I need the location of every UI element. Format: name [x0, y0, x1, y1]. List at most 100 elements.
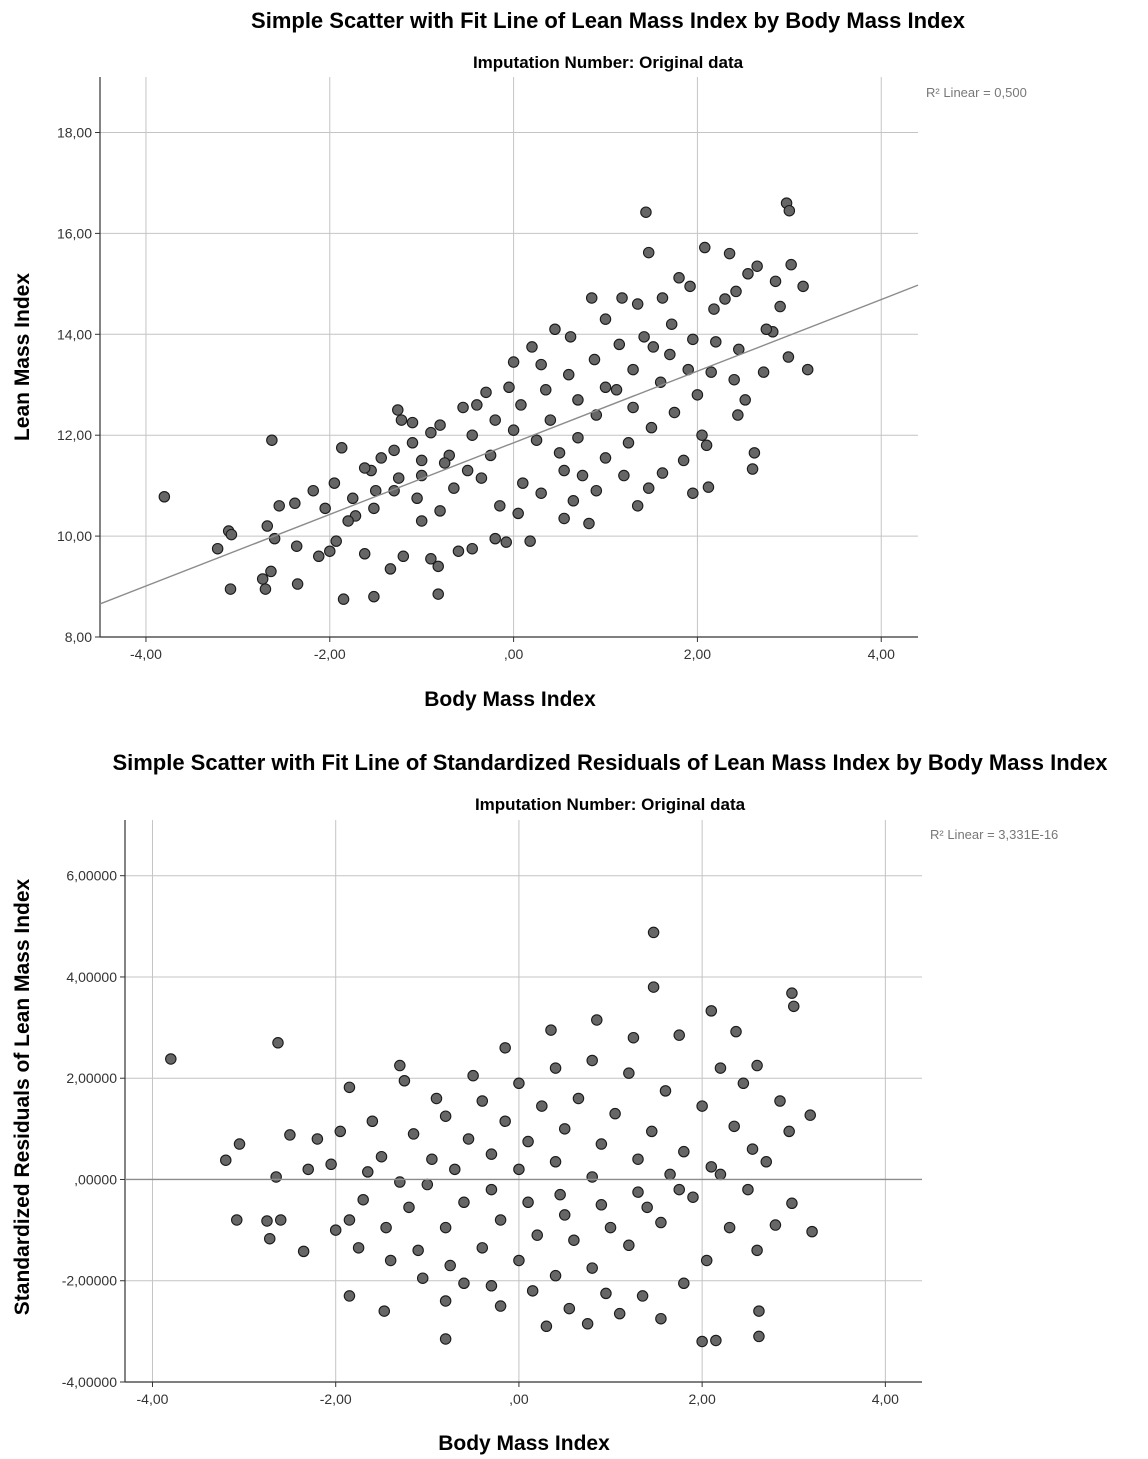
chart-2-data-point	[558, 1123, 571, 1135]
chart-2-data-point	[623, 1067, 635, 1079]
chart-2-data-point	[485, 1148, 498, 1160]
chart-2-data-point	[494, 1214, 507, 1226]
chart-2-data-point	[710, 1334, 722, 1347]
chart-2-data-point	[586, 1054, 598, 1067]
chart-2-data-point	[375, 1150, 388, 1163]
chart-2-data-point	[444, 1259, 456, 1272]
chart-2-data-point	[647, 926, 660, 939]
chart-1-data-point	[691, 389, 704, 401]
chart-2-data-point	[655, 1216, 667, 1229]
chart-2-data-point	[753, 1330, 765, 1343]
chart-1-data-point	[507, 424, 520, 436]
chart-2-data-point	[647, 981, 660, 993]
chart-2-data-point	[595, 1138, 608, 1150]
chart-2-y-tick-label: -2,00000	[62, 1273, 117, 1289]
chart-1-data-point	[535, 358, 547, 371]
chart-1-data-point	[656, 292, 669, 304]
chart-1-data-point	[265, 565, 277, 578]
chart-2-data-point	[554, 1188, 566, 1201]
chart-1-data-point	[500, 536, 512, 548]
chart-2-data-point	[366, 1115, 379, 1128]
chart-2-y-tick-label: 2,00000	[66, 1070, 117, 1086]
chart-2-data-point	[806, 1225, 818, 1238]
chart-2-data-point	[804, 1109, 816, 1121]
chart-1-data-point	[507, 356, 520, 368]
chart-2-data-point	[499, 1042, 511, 1054]
chart-1-data-point	[627, 401, 639, 414]
chart-1-data-point	[760, 323, 773, 336]
chart-2-data-point	[458, 1277, 470, 1290]
chart-1-data-point	[748, 447, 761, 459]
chart-1-x-tick-label: ,00	[504, 646, 524, 662]
chart-2-data-point	[476, 1095, 489, 1107]
chart-2-data-point	[476, 1242, 489, 1254]
chart-2-data-point	[549, 1062, 562, 1074]
chart-2-data-point	[274, 1214, 287, 1226]
chart-1-data-point	[388, 444, 400, 457]
chart-2-data-point	[272, 1037, 284, 1049]
chart-2-data-point	[659, 1085, 672, 1097]
chart-1-data-point	[494, 500, 506, 512]
chart-1-y-tick-label: 18,00	[57, 124, 92, 140]
chart-2-x-tick-label: -2,00	[320, 1391, 352, 1407]
chart-2-data-point	[558, 1209, 571, 1221]
chart-1-title: Simple Scatter with Fit Line of Lean Mas…	[251, 8, 966, 33]
chart-1-data-point	[700, 439, 713, 452]
chart-1-data-point	[448, 482, 460, 494]
chart-2-data-point	[270, 1171, 282, 1183]
chart-2-data-point	[352, 1242, 365, 1254]
chart-1: Simple Scatter with Fit Line of Lean Mas…	[11, 8, 1027, 711]
chart-2-data-point	[485, 1280, 498, 1292]
chart-2-data-point	[449, 1163, 461, 1176]
chart-2-data-point	[783, 1125, 795, 1138]
chart-2-data-point	[458, 1196, 470, 1209]
chart-1-data-point	[540, 384, 552, 396]
chart-2-data-point	[412, 1244, 424, 1257]
chart-1-data-point	[530, 434, 543, 446]
chart-2-data-point	[398, 1074, 411, 1087]
chart-1-data-point	[273, 500, 285, 512]
chart-1-data-point	[368, 502, 380, 515]
chart-2-data-point	[714, 1168, 727, 1181]
chart-1-data-point	[728, 373, 740, 386]
chart-2-data-point	[751, 1059, 763, 1072]
chart-2-data-point	[513, 1254, 525, 1267]
chart-1-data-point	[562, 368, 575, 381]
chart-2-data-point	[623, 1239, 635, 1252]
chart-2-data-point	[705, 1005, 718, 1017]
chart-1-data-point	[631, 500, 644, 512]
chart-2-data-point	[664, 1168, 676, 1181]
chart-2-data-point	[545, 1024, 557, 1036]
chart-1-data-point	[549, 323, 561, 336]
chart-2-y-tick-label: -4,00000	[62, 1374, 117, 1390]
chart-1-data-point	[696, 429, 708, 441]
chart-2-data-point	[613, 1307, 626, 1320]
chart-1-data-point	[782, 351, 795, 363]
chart-2-data-point	[586, 1171, 598, 1183]
chart-2-data-point	[220, 1154, 232, 1166]
chart-2-data-point	[426, 1153, 438, 1165]
chart-2-data-point	[394, 1176, 406, 1188]
chart-2-data-point	[687, 1191, 699, 1203]
chart-1-data-point	[158, 490, 171, 503]
chart-1-data-point	[572, 431, 584, 444]
chart-1-data-point	[742, 268, 754, 280]
chart-2-data-point	[513, 1163, 525, 1176]
chart-1-data-point	[489, 414, 501, 426]
chart-1-data-point	[225, 528, 238, 541]
chart-2-data-point	[723, 1221, 736, 1234]
chart-1-data-point	[785, 258, 797, 271]
chart-2-data-point	[380, 1221, 392, 1234]
chart-2-data-point	[311, 1133, 324, 1145]
chart-2-data-point	[737, 1077, 750, 1090]
chart-1-data-point	[452, 545, 465, 557]
chart-2-data-point	[297, 1245, 310, 1258]
chart-1-data-point	[719, 293, 731, 305]
chart-2-data-point	[586, 1262, 598, 1274]
chart-1-data-point	[291, 578, 304, 590]
chart-1-data-point	[687, 487, 699, 499]
chart-2-data-point	[646, 1125, 658, 1138]
chart-1-data-point	[783, 204, 796, 217]
chart-1-data-point	[684, 280, 696, 293]
chart-2-data-point	[439, 1333, 452, 1345]
